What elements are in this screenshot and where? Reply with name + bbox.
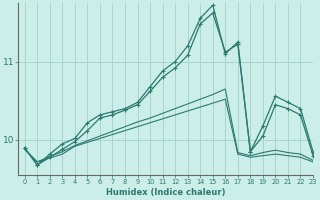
X-axis label: Humidex (Indice chaleur): Humidex (Indice chaleur): [106, 188, 226, 197]
